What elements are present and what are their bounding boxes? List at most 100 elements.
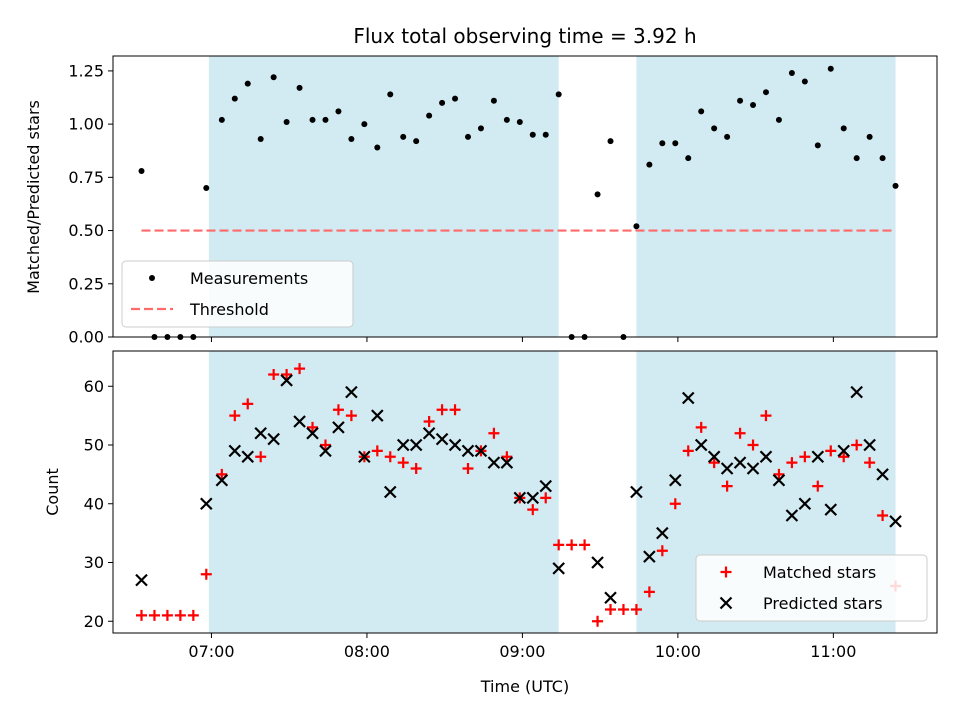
predicted-star-point xyxy=(135,573,148,587)
predicted-star-point xyxy=(694,438,708,452)
matched-star-point xyxy=(255,451,267,463)
xtick-label: 08:00 xyxy=(344,642,390,661)
measurement-point xyxy=(750,101,757,108)
matched-star-point xyxy=(682,445,694,457)
matched-star-point xyxy=(281,369,293,380)
measurement-point xyxy=(711,125,718,132)
measurement-point xyxy=(646,161,653,168)
predicted-star-point xyxy=(474,444,488,458)
top-ytick-label: 0.50 xyxy=(68,221,104,240)
top-ytick-label: 1.00 xyxy=(68,115,104,134)
measurement-point xyxy=(361,121,368,128)
measurement-point xyxy=(413,138,420,145)
matched-star-point xyxy=(812,480,824,492)
predicted-star-point xyxy=(422,426,436,440)
predicted-star-point xyxy=(785,509,799,522)
matched-star-point xyxy=(436,404,448,416)
predicted-star-point xyxy=(409,438,423,452)
top-ytick-label: 1.25 xyxy=(68,61,104,80)
measurement-point xyxy=(283,118,290,125)
matched-star-point xyxy=(540,492,552,504)
predicted-star-point xyxy=(539,479,553,493)
predicted-star-point xyxy=(604,591,617,605)
measurement-point xyxy=(218,116,225,123)
measurement-point xyxy=(724,133,731,140)
bottom-legend-label: Matched stars xyxy=(763,563,876,582)
predicted-star-point xyxy=(319,444,332,458)
predicted-star-point xyxy=(396,438,410,452)
measurement-point xyxy=(659,140,666,147)
measurement-point xyxy=(737,97,744,104)
top-ytick-label: 0.25 xyxy=(68,274,104,293)
predicted-star-point xyxy=(824,503,838,516)
predicted-star-point xyxy=(798,497,812,511)
measurement-point xyxy=(231,95,238,102)
bottom-ytick-label: 50 xyxy=(84,436,104,455)
measurement-point xyxy=(542,131,549,138)
matched-star-point xyxy=(825,445,837,457)
predicted-star-point xyxy=(526,491,540,505)
matched-star-point xyxy=(488,427,500,439)
predicted-star-point xyxy=(733,456,747,469)
xtick-label: 10:00 xyxy=(655,642,701,661)
predicted-star-point xyxy=(345,385,358,399)
bottom-panel: 20 30 40 50 60 07:00 08:00 09:00 10:00 11:00 Match… xyxy=(84,350,938,661)
matched-star-point xyxy=(319,439,331,451)
predicted-star-point xyxy=(487,456,501,469)
predicted-star-point xyxy=(669,473,682,487)
matched-star-point xyxy=(449,404,461,416)
matched-star-point xyxy=(669,498,681,510)
matched-star-point xyxy=(643,586,655,598)
chart-title: Flux total observing time = 3.92 h xyxy=(353,24,696,48)
matched-star-point xyxy=(527,504,539,516)
matched-star-point xyxy=(566,539,578,551)
matched-star-point xyxy=(307,421,319,433)
matched-star-point xyxy=(384,451,396,463)
xtick-label: 09:00 xyxy=(499,642,545,661)
matched-star-point xyxy=(345,410,357,422)
measurement-point xyxy=(866,133,873,140)
measurement-point xyxy=(672,140,679,147)
measurement-point xyxy=(387,91,394,98)
predicted-star-point xyxy=(435,432,449,446)
predicted-star-point xyxy=(630,485,643,499)
matched-star-point xyxy=(799,451,811,463)
predicted-star-point xyxy=(656,526,669,540)
measurement-point xyxy=(788,70,795,77)
matched-star-point xyxy=(747,439,759,451)
predicted-star-point xyxy=(280,374,293,387)
bottom-axes-frame xyxy=(112,350,938,634)
measurement-point xyxy=(400,133,407,140)
measurement-point xyxy=(477,125,484,132)
bottom-ylabel: Count xyxy=(43,468,62,516)
measurement-point xyxy=(607,138,614,145)
matched-star-point xyxy=(332,404,344,416)
matched-star-point xyxy=(397,457,409,469)
xtick-label: 07:00 xyxy=(188,642,234,661)
matched-star-point xyxy=(721,480,733,492)
matched-star-point xyxy=(294,363,306,375)
predicted-star-point xyxy=(850,385,863,399)
predicted-star-point xyxy=(358,450,371,464)
measurement-point xyxy=(138,167,145,174)
measurement-point xyxy=(257,136,264,143)
top-legend-label: Measurements xyxy=(190,269,308,288)
bottom-shaded-interval xyxy=(208,351,559,633)
predicted-star-point xyxy=(681,391,695,405)
measurement-point xyxy=(840,125,847,132)
matched-star-point xyxy=(371,445,383,457)
bottom-ytick-label: 30 xyxy=(84,553,104,572)
matched-star-point xyxy=(864,457,876,469)
measurement-point xyxy=(516,118,523,125)
xtick-label: 11:00 xyxy=(810,642,856,661)
predicted-star-point xyxy=(759,450,773,464)
matched-star-point xyxy=(229,410,241,422)
matched-star-point xyxy=(462,463,474,474)
matched-star-point xyxy=(760,410,772,422)
measurement-point xyxy=(503,116,510,123)
top-panel: 0.00 0.25 0.50 0.75 1.00 1.25 Measurements Thre… xyxy=(68,55,938,347)
measurement-point xyxy=(309,116,316,123)
matched-star-point xyxy=(786,457,798,469)
predicted-star-point xyxy=(513,491,527,505)
